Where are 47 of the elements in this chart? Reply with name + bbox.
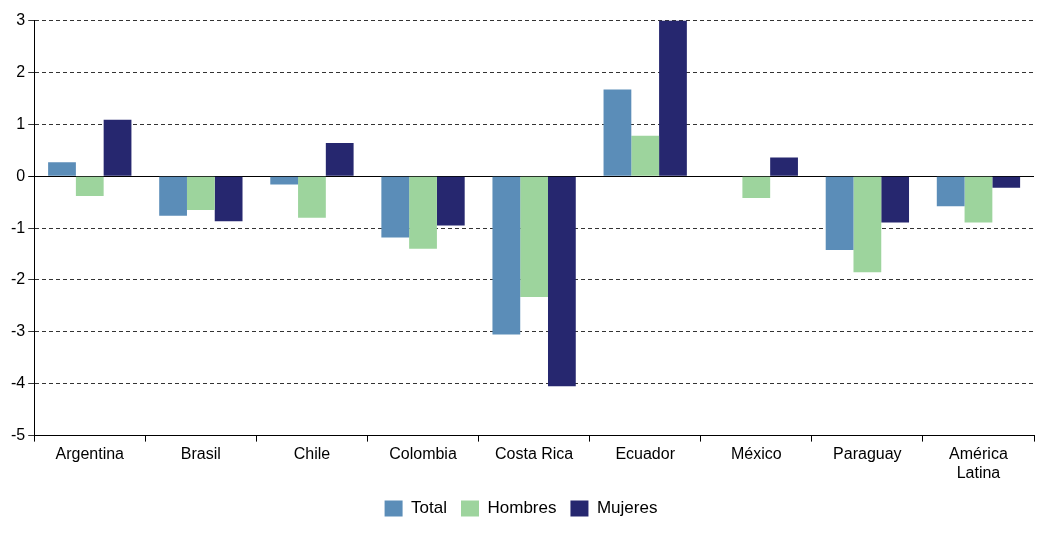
y-tick-label: 3 bbox=[16, 11, 26, 29]
y-tick-label: 1 bbox=[16, 114, 26, 132]
bar bbox=[603, 89, 632, 176]
bar bbox=[520, 176, 548, 298]
bar bbox=[992, 176, 1021, 188]
bar bbox=[186, 176, 215, 210]
x-tick-label: América Latina bbox=[949, 444, 1008, 481]
bar bbox=[298, 176, 326, 218]
x-tick-label: Colombia bbox=[389, 444, 457, 462]
bar bbox=[214, 176, 243, 222]
bar bbox=[881, 176, 910, 223]
x-tick-label: Argentina bbox=[55, 444, 125, 462]
y-tick-label: 2 bbox=[16, 62, 26, 80]
bar bbox=[853, 176, 882, 273]
y-tick-label: 0 bbox=[16, 166, 26, 184]
bar bbox=[631, 135, 660, 176]
bar bbox=[770, 157, 798, 176]
bar bbox=[825, 176, 854, 250]
bar bbox=[103, 119, 132, 176]
bar bbox=[436, 176, 465, 226]
bar bbox=[270, 176, 299, 185]
bar bbox=[409, 176, 437, 249]
y-tick-label: -3 bbox=[10, 322, 26, 340]
x-tick-label: Paraguay bbox=[833, 444, 902, 462]
y-tick-label: -5 bbox=[10, 426, 26, 444]
legend-label: Total bbox=[411, 498, 447, 518]
x-tick-label: México bbox=[730, 444, 782, 462]
x-tick-label: Ecuador bbox=[615, 444, 676, 462]
bar bbox=[548, 176, 576, 387]
bar bbox=[48, 162, 76, 176]
bar bbox=[964, 176, 993, 223]
bar bbox=[492, 176, 521, 335]
x-tick-label: Brasil bbox=[180, 444, 221, 462]
legend-label: Mujeres bbox=[596, 498, 658, 518]
bar bbox=[159, 176, 187, 216]
x-tick-label: Costa Rica bbox=[494, 444, 574, 462]
y-tick-label: -4 bbox=[10, 374, 26, 392]
x-tick-label: Chile bbox=[293, 444, 331, 462]
bar bbox=[742, 176, 771, 199]
legend-label: Hombres bbox=[487, 498, 557, 518]
bar bbox=[936, 176, 965, 207]
y-tick-label: -2 bbox=[10, 270, 26, 288]
bar bbox=[325, 143, 354, 176]
bar bbox=[659, 20, 687, 176]
bar bbox=[75, 176, 104, 196]
y-tick-label: -1 bbox=[10, 218, 26, 236]
bar bbox=[381, 176, 410, 238]
